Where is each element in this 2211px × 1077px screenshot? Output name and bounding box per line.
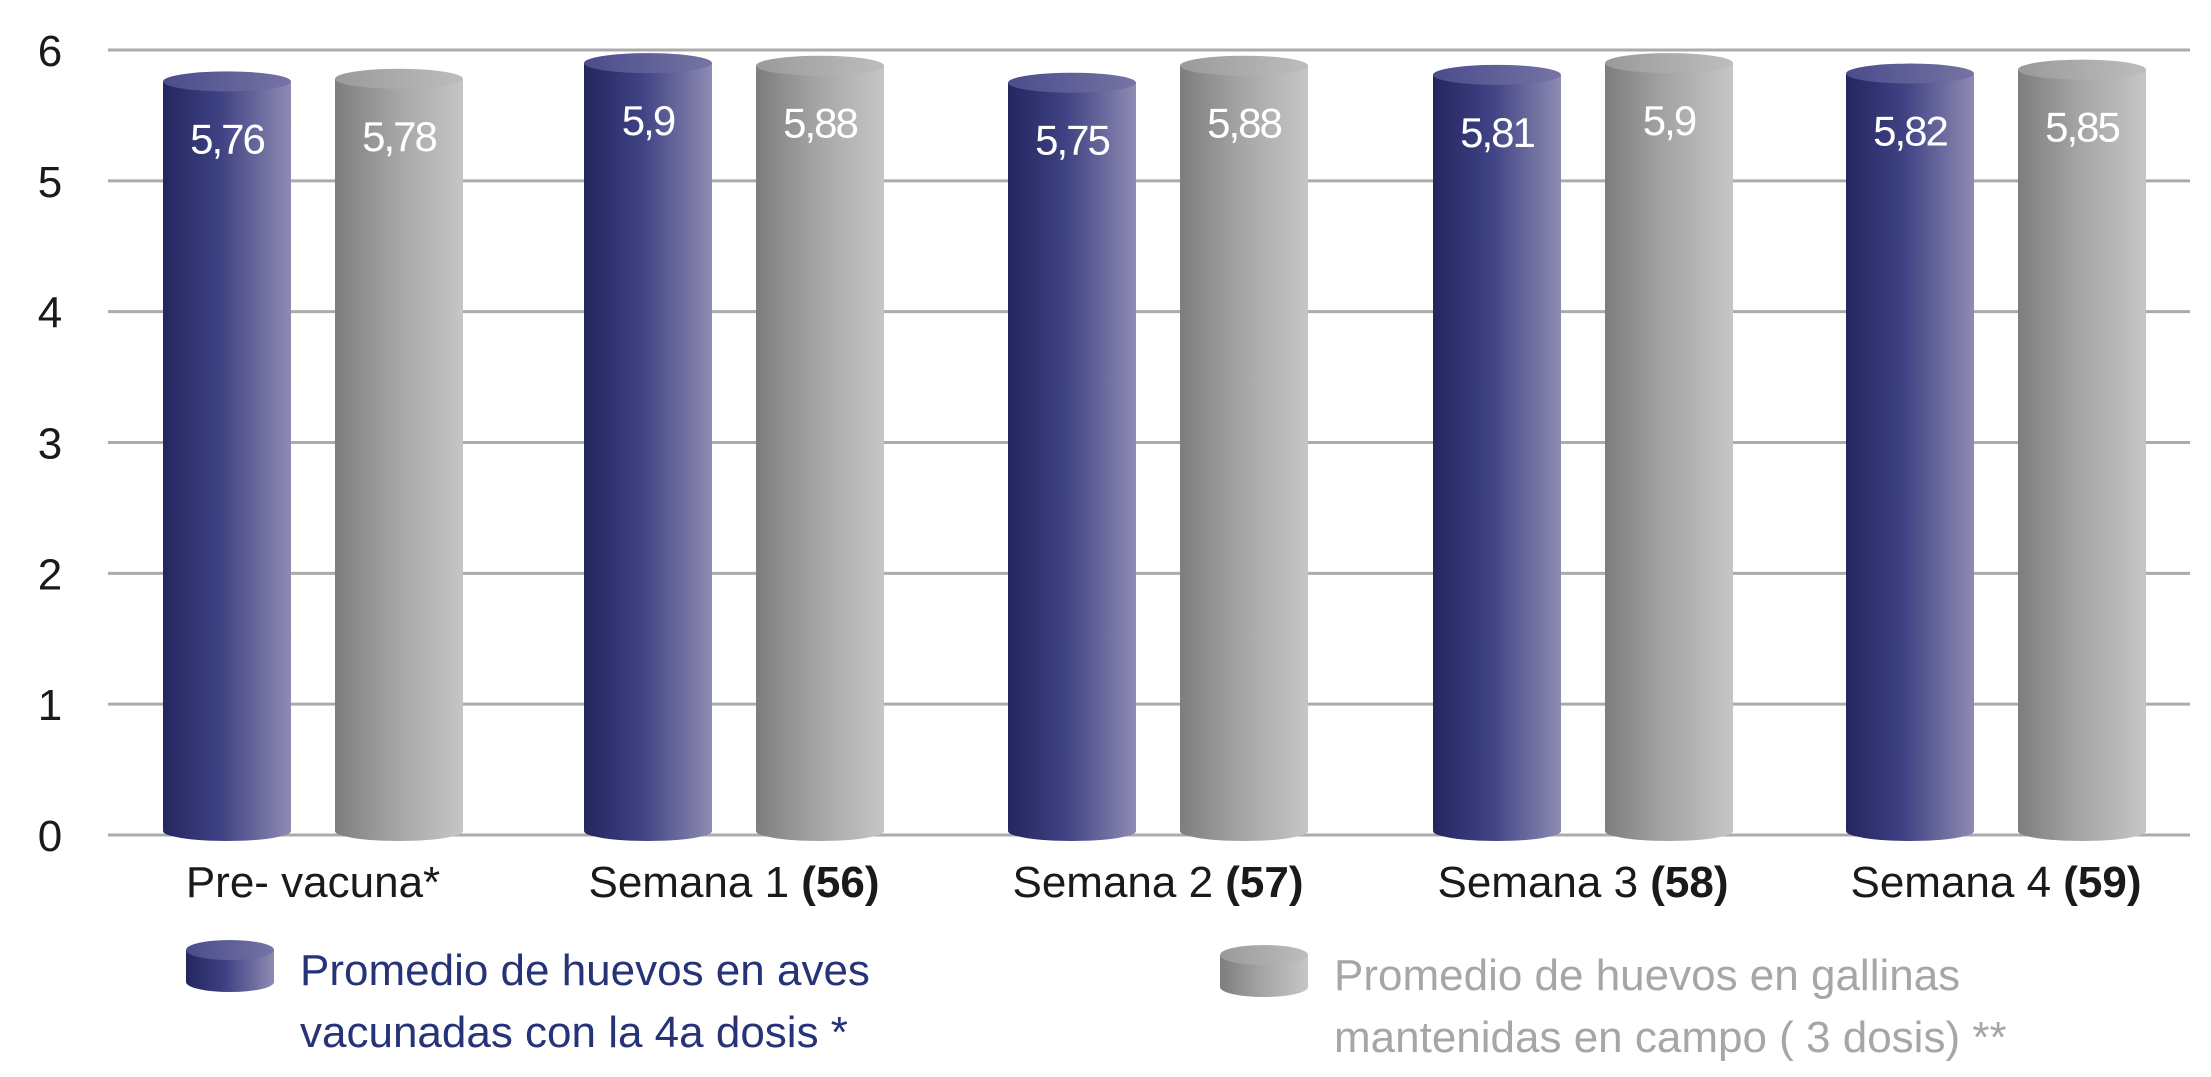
bar-top — [1846, 63, 1974, 84]
legend-item-field: Promedio de huevos en gallinas mantenida… — [1220, 945, 2007, 1069]
bar-field-1: 5,88 — [756, 55, 884, 841]
y-axis-ticks: 0 1 2 3 4 5 6 — [38, 27, 62, 861]
data-label: 5,88 — [783, 100, 857, 147]
data-label: 5,9 — [622, 97, 675, 144]
x-tick-label: Semana 1 (56) — [588, 858, 879, 907]
legend-item-vaccinated: Promedio de huevos en aves vacunadas con… — [186, 940, 870, 1064]
bar-field-4: 5,85 — [2018, 59, 2146, 841]
y-tick-label: 6 — [38, 27, 62, 76]
bar-top — [756, 55, 884, 76]
bar-top — [584, 53, 712, 74]
bar-vaccinated-2: 5,75 — [1008, 72, 1136, 841]
bar-body — [1008, 82, 1136, 832]
bar-base — [335, 821, 463, 841]
bar-top — [335, 68, 463, 89]
x-tick-label: Semana 2 (57) — [1012, 858, 1303, 907]
bar-top — [163, 71, 291, 92]
bar-body — [335, 78, 463, 832]
x-axis-ticks: Pre- vacuna* Semana 1 (56) Semana 2 (57) Se… — [186, 858, 2142, 907]
bar-body — [1433, 74, 1561, 831]
x-tick-label: Semana 4 (59) — [1850, 858, 2141, 907]
legend-label-vaccinated: Promedio de huevos en aves vacunadas con… — [300, 946, 870, 1057]
bar-field-2: 5,88 — [1180, 55, 1308, 841]
bar-body — [1846, 73, 1974, 832]
bar-body — [584, 63, 712, 832]
y-tick-label: 2 — [38, 550, 62, 599]
bar-body — [756, 65, 884, 831]
data-label: 5,75 — [1035, 117, 1109, 164]
bar-base — [1180, 821, 1308, 841]
bar-top — [1180, 55, 1308, 76]
bar-vaccinated-4: 5,82 — [1846, 63, 1974, 841]
bar-base — [756, 821, 884, 841]
legend-swatch-vaccinated — [186, 940, 274, 992]
bar-body — [1605, 63, 1733, 832]
legend-swatch-field — [1220, 945, 1308, 997]
y-tick-label: 4 — [38, 289, 62, 338]
bar-top — [1433, 64, 1561, 85]
bar-top — [2018, 59, 2146, 80]
bar-base — [2018, 821, 2146, 841]
data-label: 5,9 — [1643, 97, 1696, 144]
bar-base — [163, 821, 291, 841]
data-label: 5,81 — [1460, 109, 1534, 156]
bar-vaccinated-0: 5,76 — [163, 71, 291, 841]
bar-body — [2018, 69, 2146, 831]
bar-body — [1180, 65, 1308, 831]
data-label: 5,85 — [2045, 104, 2119, 151]
data-label: 5,78 — [362, 113, 436, 160]
data-label: 5,82 — [1873, 108, 1947, 155]
data-label: 5,88 — [1207, 100, 1281, 147]
y-tick-label: 5 — [38, 158, 62, 207]
bar-base — [1433, 821, 1561, 841]
y-tick-label: 0 — [38, 812, 62, 861]
bar-top — [1008, 72, 1136, 93]
y-tick-label: 1 — [38, 681, 62, 730]
bar-field-0: 5,78 — [335, 68, 463, 841]
bar-body — [163, 81, 291, 831]
bar-base — [1605, 821, 1733, 841]
legend-label-field: Promedio de huevos en gallinas mantenida… — [1334, 951, 2007, 1062]
bars: 5,76 5,78 5,9 5,88 5,75 5,88 5,81 5,9 5,82 5,85 — [163, 53, 2146, 841]
bar-base — [1008, 821, 1136, 841]
data-label: 5,76 — [190, 115, 264, 162]
bar-vaccinated-1: 5,9 — [584, 53, 712, 841]
y-tick-label: 3 — [38, 420, 62, 469]
bar-vaccinated-3: 5,81 — [1433, 64, 1561, 841]
x-tick-label: Pre- vacuna* — [186, 858, 440, 907]
bar-base — [1846, 821, 1974, 841]
bar-field-3: 5,9 — [1605, 53, 1733, 841]
bar-base — [584, 821, 712, 841]
bar-top — [1605, 53, 1733, 74]
x-tick-label: Semana 3 (58) — [1437, 858, 1728, 907]
